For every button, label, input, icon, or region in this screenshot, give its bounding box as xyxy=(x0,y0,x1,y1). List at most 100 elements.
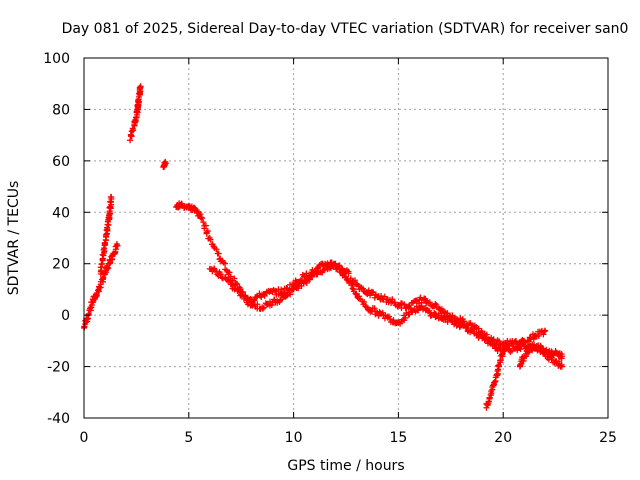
x-tick-label: 0 xyxy=(80,430,89,446)
x-tick-label: 5 xyxy=(184,430,193,446)
data-point-fill xyxy=(106,209,113,216)
data-point-fill xyxy=(494,348,501,355)
data-point xyxy=(558,353,565,360)
data-point-fill xyxy=(198,215,205,222)
data-point-fill xyxy=(320,266,327,273)
data-point-fill xyxy=(259,305,266,312)
data-point-fill xyxy=(251,297,258,304)
chart-title: Day 081 of 2025, Sidereal Day-to-day VTE… xyxy=(62,21,629,37)
x-tick-label: 10 xyxy=(285,430,303,446)
y-tick-label: 40 xyxy=(52,205,70,221)
plot-frame xyxy=(83,57,609,419)
y-tick-label: 60 xyxy=(52,154,70,170)
data-point-fill xyxy=(197,211,204,218)
data-point-fill xyxy=(202,222,209,229)
data-point xyxy=(227,273,234,280)
data-point-fill xyxy=(226,269,233,276)
data-point-fill xyxy=(261,292,268,299)
x-tick-label: 25 xyxy=(599,430,617,446)
data-point-fill xyxy=(496,344,503,351)
data-point-fill xyxy=(490,336,497,343)
data-point-fill xyxy=(352,290,359,297)
data-point xyxy=(542,327,549,334)
data-point-fill xyxy=(444,318,451,325)
data-point-fill xyxy=(496,338,503,345)
data-point-fill xyxy=(348,282,355,289)
data-point-fill xyxy=(207,236,214,243)
data-point xyxy=(426,299,433,306)
data-points xyxy=(81,83,565,411)
data-point xyxy=(137,83,144,90)
data-point-fill xyxy=(530,336,537,343)
data-point-fill xyxy=(356,293,363,300)
data-point-fill xyxy=(432,300,439,307)
data-point xyxy=(504,337,511,344)
x-tick-labels: 0 5 10 15 20 25 xyxy=(80,430,617,446)
axis-ticks xyxy=(83,57,609,419)
data-point xyxy=(108,193,115,200)
y-tick-labels: -40 -20 0 20 40 60 80 100 xyxy=(43,51,70,427)
data-point-fill xyxy=(225,276,232,283)
data-point-fill xyxy=(268,302,275,309)
data-point-fill xyxy=(345,270,352,277)
data-point-fill xyxy=(535,332,542,339)
data-point-fill xyxy=(226,277,233,284)
data-point-fill xyxy=(215,250,222,257)
data-point-fill xyxy=(495,362,502,369)
data-point-fill xyxy=(241,293,248,300)
y-tick-label: -20 xyxy=(47,360,70,376)
data-point xyxy=(491,379,498,385)
data-point-fill xyxy=(204,228,211,235)
data-point xyxy=(127,137,134,144)
x-tick-label: 15 xyxy=(389,430,407,446)
data-point-fill xyxy=(485,398,492,405)
y-tick-label: 100 xyxy=(43,51,70,67)
data-point-fill xyxy=(349,285,356,292)
data-point-fill xyxy=(499,351,506,358)
y-tick-label: 0 xyxy=(61,308,70,324)
data-point xyxy=(162,160,169,167)
data-point-fill xyxy=(222,260,229,267)
data-point-fill xyxy=(448,317,455,324)
data-point-fill xyxy=(217,271,224,278)
data-point-fill xyxy=(277,297,284,304)
data-point xyxy=(114,242,121,249)
data-point-fill xyxy=(238,292,245,299)
data-point-fill xyxy=(295,285,302,292)
data-point-fill xyxy=(287,291,294,298)
y-axis-label: SDTVAR / TECUs xyxy=(6,181,22,296)
x-tick-label: 20 xyxy=(494,430,512,446)
x-axis-label: GPS time / hours xyxy=(287,458,404,474)
data-point-fill xyxy=(540,331,547,338)
data-point-fill xyxy=(517,361,524,368)
data-point-fill xyxy=(271,296,278,303)
data-point-fill xyxy=(135,96,142,103)
data-point-fill xyxy=(343,276,350,283)
y-tick-label: -40 xyxy=(47,411,70,427)
data-point-fill xyxy=(501,345,508,352)
data-point-fill xyxy=(200,219,207,226)
data-point-fill xyxy=(283,292,290,299)
data-point-fill xyxy=(463,325,470,332)
data-point-fill xyxy=(386,316,393,323)
grid-lines xyxy=(84,58,608,418)
data-point xyxy=(343,273,349,280)
data-point-fill xyxy=(130,126,137,133)
data-point-fill xyxy=(402,314,409,321)
data-point-fill xyxy=(133,114,140,121)
data-point-fill xyxy=(541,328,548,335)
y-tick-label: 20 xyxy=(52,257,70,273)
data-point-fill xyxy=(231,275,238,282)
data-point-fill xyxy=(100,274,107,281)
data-point-fill xyxy=(254,301,261,308)
y-tick-label: 80 xyxy=(52,102,70,118)
data-point-fill xyxy=(213,246,220,253)
data-point-fill xyxy=(185,202,192,209)
data-point-fill xyxy=(228,281,235,288)
data-point-fill xyxy=(488,390,495,397)
data-point-fill xyxy=(102,241,109,248)
data-point-fill xyxy=(260,304,267,311)
data-point-fill xyxy=(235,288,242,295)
data-point xyxy=(558,363,565,370)
